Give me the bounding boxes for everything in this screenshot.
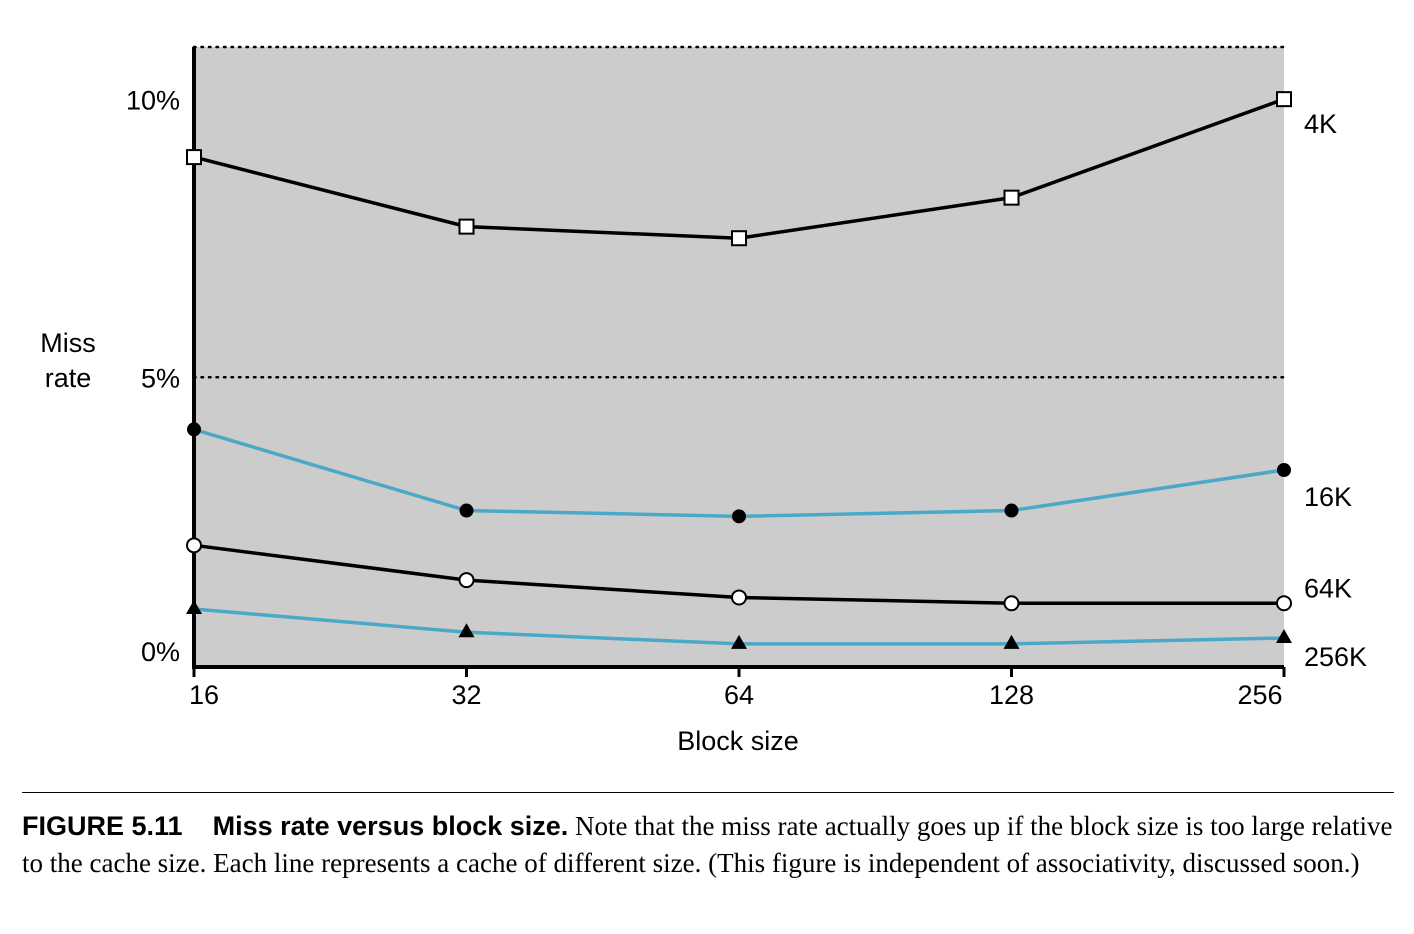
data-point-4K [458, 218, 475, 235]
series-labels: 4K 16K 64K 256K [1304, 109, 1367, 672]
data-point-16K [732, 509, 746, 524]
y-tick-labels: 0% 5% 10% [126, 86, 180, 667]
x-tick-label: 16 [189, 680, 219, 710]
y-tick-label: 10% [126, 86, 180, 116]
data-point-256K [731, 634, 747, 649]
y-axis-label-line-1: Miss [40, 328, 96, 358]
data-point-4K [186, 149, 202, 166]
y-axis-label-line-2: rate [45, 363, 92, 393]
plot-background [194, 47, 1284, 667]
caption-divider [22, 792, 1394, 793]
x-tick-labels: 16 32 64 128 256 [189, 680, 1283, 710]
caption-text: Note that the miss rate actually goes up… [22, 811, 1393, 878]
x-tick-label: 128 [989, 680, 1034, 710]
series-label-4K: 4K [1304, 109, 1337, 139]
data-point-256K [458, 623, 475, 638]
data-point-16K [1004, 503, 1019, 518]
y-tick-label: 0% [141, 637, 180, 667]
data-point-4K [1003, 189, 1020, 206]
y-tick-label: 5% [141, 363, 180, 393]
data-point-64K [1003, 595, 1020, 612]
x-tick-label: 256 [1237, 680, 1282, 710]
grid-lines [192, 45, 1286, 379]
data-point-64K [1276, 595, 1292, 612]
caption-title: Miss rate versus block size. [212, 811, 569, 841]
data-point-16K [187, 422, 201, 437]
data-point-16K [1277, 462, 1291, 477]
data-point-64K [458, 572, 475, 589]
x-tick-label: 64 [724, 680, 754, 710]
data-point-256K [1003, 634, 1020, 649]
x-axis-label: Block size [677, 726, 799, 756]
caption-figure-number: FIGURE 5.11 [22, 811, 183, 841]
data-point-256K [1276, 629, 1292, 644]
data-point-16K [459, 503, 474, 518]
x-tick-label: 32 [451, 680, 481, 710]
data-point-256K [186, 600, 202, 615]
series-label-64K: 64K [1304, 573, 1352, 603]
series-label-256K: 256K [1304, 642, 1367, 672]
series-markers [186, 91, 1292, 649]
data-point-4K [731, 230, 747, 247]
series-label-16K: 16K [1304, 482, 1352, 512]
miss-rate-chart: 0% 5% 10% 16 32 64 128 256 4K 16K 64K 256K Miss r… [40, 45, 1367, 756]
data-point-64K [731, 589, 747, 606]
data-point-4K [1276, 91, 1292, 108]
figure-caption: FIGURE 5.11 Miss rate versus block size. … [22, 808, 1402, 882]
data-point-64K [186, 537, 202, 554]
